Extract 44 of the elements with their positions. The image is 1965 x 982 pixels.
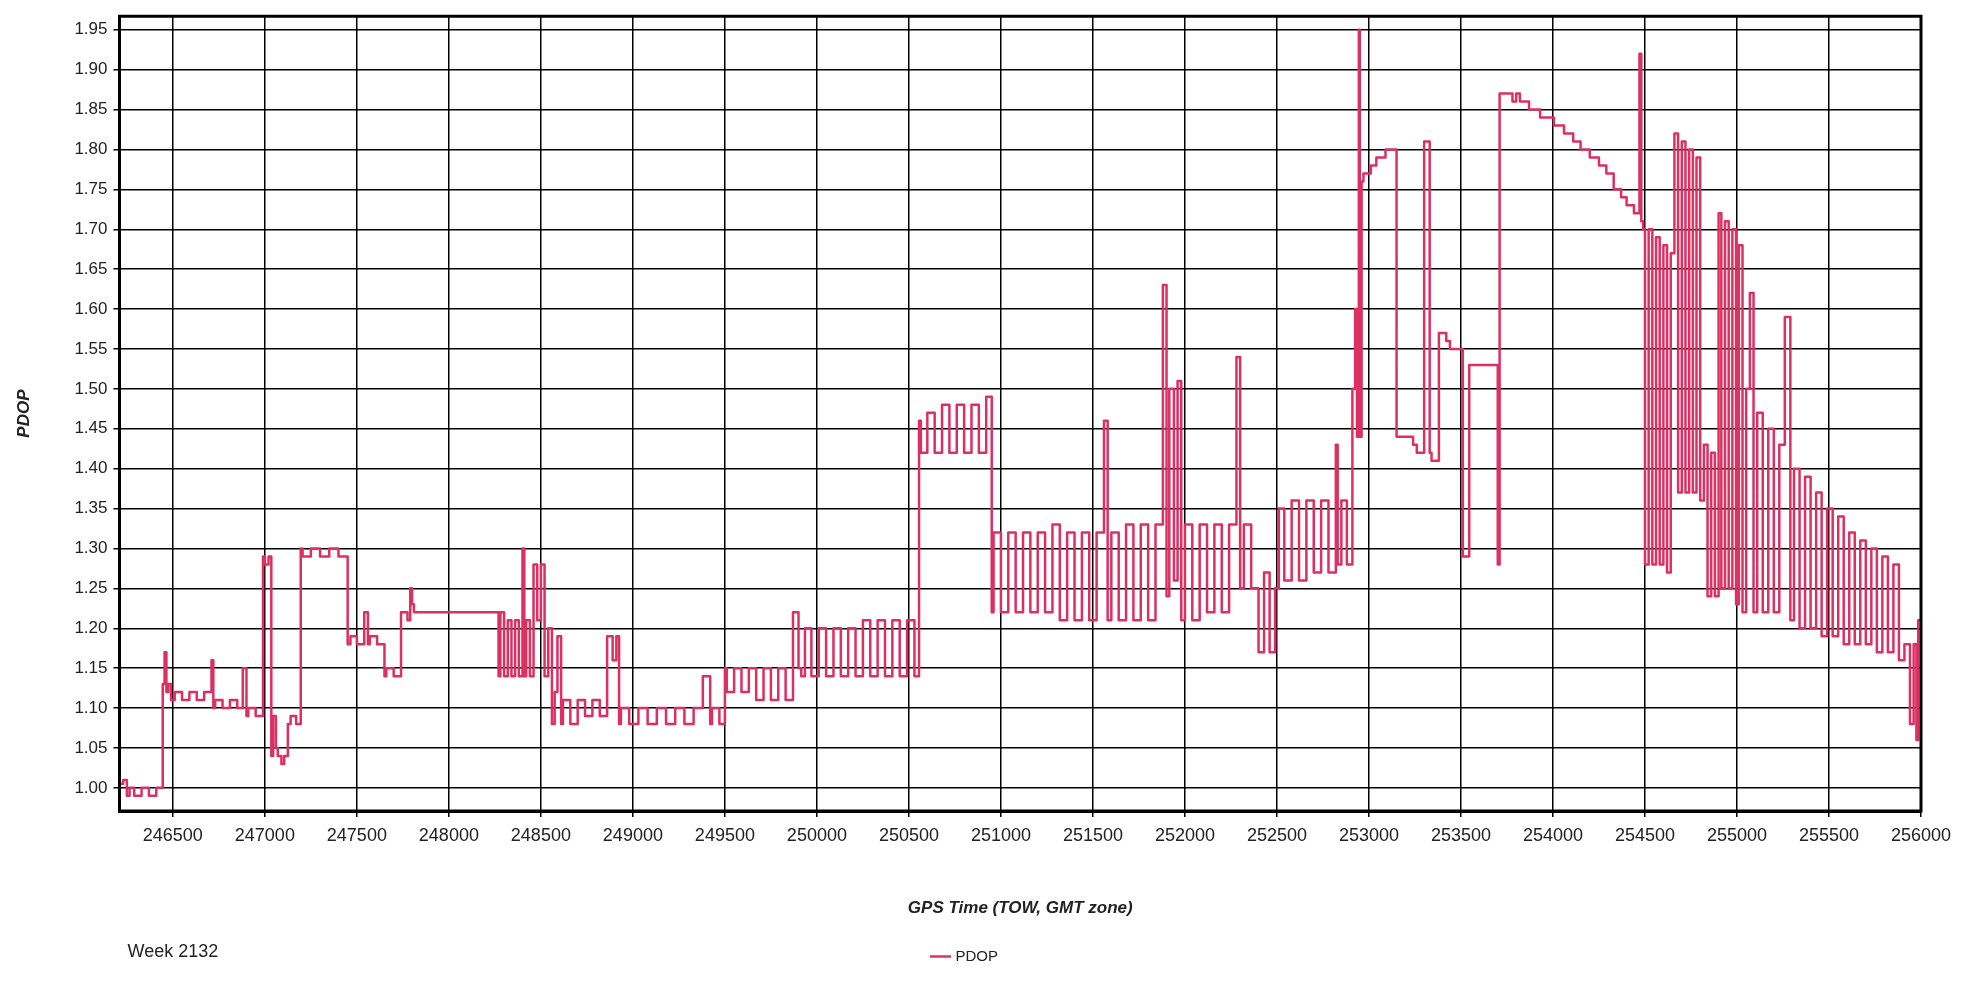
y-tick-label: 1.45: [74, 418, 108, 438]
y-tick-label: 1.15: [74, 657, 108, 677]
x-tick-label: 247000: [234, 824, 295, 845]
x-tick-label: 247500: [326, 824, 387, 845]
y-tick-label: 1.30: [74, 538, 108, 558]
y-tick-label: 1.40: [74, 458, 108, 478]
x-tick-label: 248000: [418, 824, 479, 845]
x-tick-label: 249000: [602, 824, 663, 845]
y-tick-label: 1.55: [74, 338, 108, 358]
x-tick-label: 252500: [1246, 824, 1307, 845]
y-tick-label: 1.10: [74, 697, 108, 717]
x-tick-label: 251500: [1062, 824, 1123, 845]
x-tick-label: 250500: [878, 824, 939, 845]
y-tick-label: 1.50: [74, 378, 108, 398]
y-tick-label: 1.85: [74, 99, 108, 119]
x-tick-label: 253000: [1338, 824, 1399, 845]
y-tick-label: 1.25: [74, 578, 108, 598]
x-tick-label: 248500: [510, 824, 571, 845]
x-tick-label: 250000: [786, 824, 847, 845]
y-tick-label: 1.35: [74, 498, 108, 518]
x-tick-label: 254000: [1522, 824, 1584, 845]
x-tick-label: 253500: [1430, 824, 1491, 845]
y-tick-label: 1.95: [74, 19, 108, 39]
y-tick-label: 1.05: [74, 737, 108, 757]
y-tick-label: 1.80: [74, 139, 108, 159]
y-tick-label: 1.75: [74, 179, 108, 199]
text: Week 2132: [127, 940, 219, 961]
y-tick-label: 1.65: [74, 258, 108, 278]
x-tick-label: 246500: [142, 824, 203, 845]
x-tick-label: 251000: [970, 824, 1031, 845]
legend-label: PDOP: [955, 946, 999, 964]
x-tick-label: 256000: [1890, 824, 1952, 845]
y-tick-label: 1.60: [74, 298, 108, 318]
y-axis-title: PDOP: [13, 388, 33, 438]
y-tick-label: 1.20: [74, 617, 108, 637]
x-tick-label: 255000: [1706, 824, 1768, 845]
x-axis-title: GPS Time (TOW, GMT zone): [907, 898, 1133, 918]
y-tick-label: 1.70: [74, 218, 108, 238]
x-tick-label: 255500: [1798, 824, 1860, 845]
x-tick-label: 252000: [1154, 824, 1215, 845]
y-tick-label: 1.90: [74, 59, 108, 79]
x-tick-label: 254500: [1614, 824, 1676, 845]
y-tick-label: 1.00: [74, 777, 108, 797]
x-tick-label: 249500: [694, 824, 755, 845]
